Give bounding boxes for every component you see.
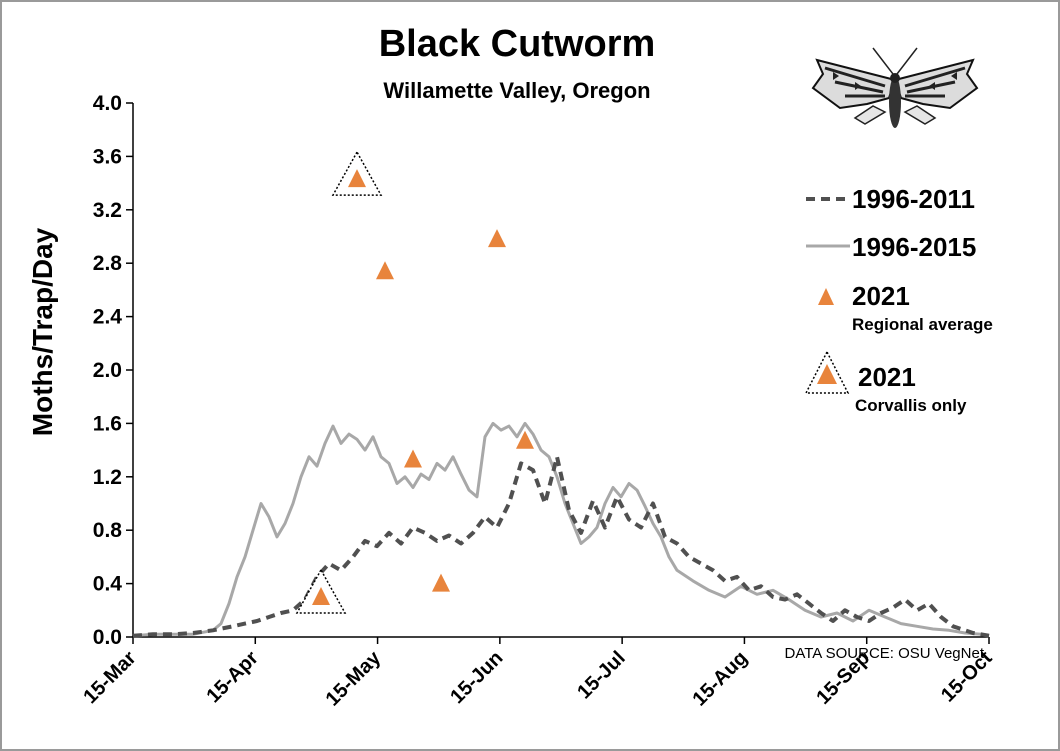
legend-sub-corvallis: Corvallis only [855,396,967,415]
legend-label-regional: 2021 [852,281,910,311]
y-tick-label: 4.0 [93,92,122,115]
legend: 1996-2011 1996-2015 2021 Regional averag… [804,184,993,415]
legend-swatch-regional [818,288,834,305]
moth-icon [811,47,979,128]
point-2021-regional [516,430,534,449]
y-tick-label: 3.6 [93,145,122,168]
y-axis-ticks: 0.0 0.4 0.8 1.2 1.6 2.0 2.4 2.8 3.2 3.6 4.0 [93,92,133,649]
y-tick-label: 2.0 [93,359,122,382]
series-line-1996-2015 [132,421,990,638]
legend-sub-regional: Regional average [852,315,993,334]
series-layer [132,421,990,638]
y-axis-label: Moths/Trap/Day [27,227,58,436]
y-tick-label: 0.8 [93,519,123,542]
legend-label-corvallis: 2021 [858,362,916,392]
point-2021-corvallis [348,169,366,188]
series-line-1996-2011 [132,454,990,638]
y-tick-label: 3.2 [93,199,122,222]
point-2021-regional [432,573,450,592]
legend-label-1996-2015: 1996-2015 [852,232,976,262]
y-tick-label: 1.2 [93,466,122,489]
y-tick-label: 2.4 [93,306,123,329]
point-2021-regional [312,586,330,605]
points-layer [295,150,534,614]
data-source-note: DATA SOURCE: OSU VegNet [784,645,984,662]
legend-swatch-corvallis [817,364,837,384]
point-2021-regional [404,449,422,468]
point-2021-regional [488,229,506,248]
y-tick-label: 1.6 [93,412,122,435]
legend-label-1996-2011: 1996-2011 [852,184,975,214]
y-tick-label: 0.0 [93,626,122,649]
y-tick-label: 0.4 [93,573,123,596]
y-tick-label: 2.8 [93,252,123,275]
chart-subtitle: Willamette Valley, Oregon [383,78,650,103]
chart-title: Black Cutworm [379,23,656,65]
point-2021-regional [376,261,394,280]
